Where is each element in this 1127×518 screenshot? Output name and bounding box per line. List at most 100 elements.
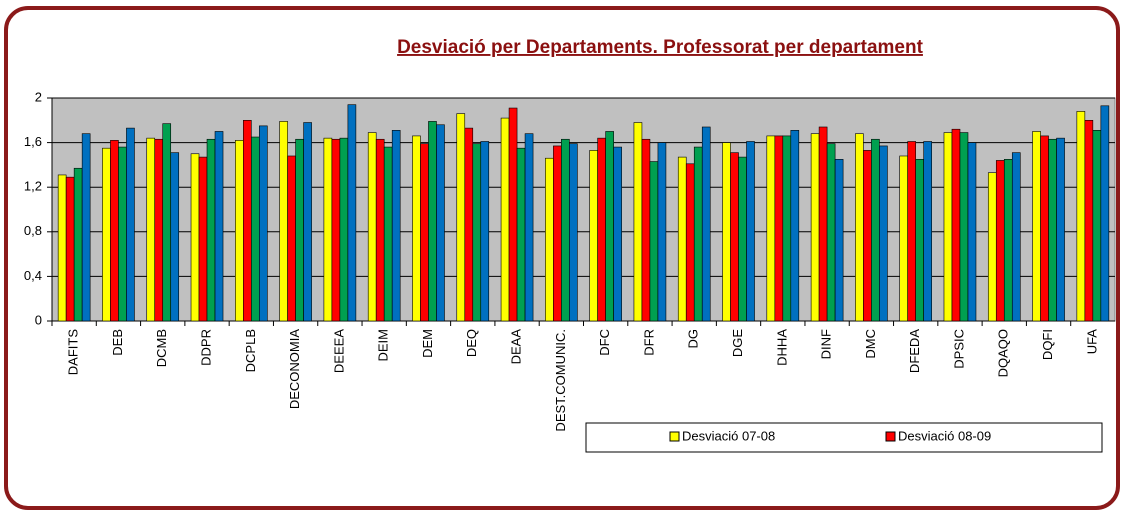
x-tick-label: DMC bbox=[863, 329, 878, 359]
bar bbox=[508, 107, 518, 322]
bar bbox=[766, 135, 776, 322]
bar bbox=[259, 125, 268, 322]
bar bbox=[649, 161, 659, 322]
bar bbox=[154, 138, 164, 322]
bar bbox=[367, 132, 377, 322]
bar bbox=[818, 126, 828, 322]
y-tick-label: 2 bbox=[35, 89, 42, 104]
x-tick-label: DQAQO bbox=[996, 329, 1011, 377]
bar bbox=[243, 120, 252, 322]
bar bbox=[907, 141, 916, 322]
bar bbox=[633, 122, 643, 322]
bar bbox=[323, 137, 333, 322]
bar bbox=[190, 153, 200, 322]
bar bbox=[235, 140, 244, 322]
bar bbox=[569, 143, 578, 322]
x-tick-label: DEM bbox=[420, 329, 435, 358]
bar bbox=[899, 155, 908, 322]
bar bbox=[516, 147, 526, 322]
x-tick-label: DHHA bbox=[774, 329, 789, 366]
bar bbox=[464, 127, 474, 322]
bar bbox=[995, 160, 1005, 322]
bar bbox=[613, 146, 622, 322]
bar bbox=[951, 128, 961, 322]
bar bbox=[303, 122, 312, 322]
bar bbox=[782, 135, 792, 322]
x-tick-label: DFC bbox=[597, 329, 612, 356]
x-tick-label: UFA bbox=[1084, 329, 1099, 355]
bar bbox=[1092, 130, 1102, 322]
bar bbox=[524, 133, 534, 322]
bar bbox=[170, 152, 180, 322]
bar bbox=[855, 133, 864, 322]
bar bbox=[500, 117, 510, 322]
bar bbox=[162, 123, 172, 322]
x-tick-label: DINF bbox=[819, 329, 834, 359]
plot-area bbox=[51, 97, 1116, 322]
x-tick-label: DDPR bbox=[198, 329, 213, 366]
bar bbox=[730, 152, 739, 322]
x-tick-label: DEST.COMUNIC. bbox=[553, 329, 568, 432]
bar bbox=[110, 140, 119, 322]
x-tick-label: DQFI bbox=[1040, 329, 1055, 360]
bar bbox=[701, 126, 711, 322]
bar bbox=[1100, 105, 1110, 322]
bar bbox=[959, 132, 969, 322]
bar bbox=[553, 145, 562, 322]
bar bbox=[879, 145, 888, 322]
bar bbox=[1003, 159, 1013, 322]
x-tick-label: DAFITS bbox=[66, 329, 81, 376]
bar bbox=[339, 137, 349, 322]
legend-swatch bbox=[885, 431, 896, 442]
bar bbox=[1040, 135, 1049, 322]
bar bbox=[746, 141, 755, 322]
bar bbox=[871, 138, 880, 322]
y-tick-label: 0,4 bbox=[24, 268, 42, 283]
x-tick-label: DEB bbox=[110, 329, 125, 356]
bar bbox=[287, 155, 296, 322]
x-tick-label: DFEDA bbox=[907, 329, 922, 373]
bar bbox=[102, 147, 111, 322]
bar bbox=[693, 146, 703, 322]
bar bbox=[73, 167, 83, 322]
bar bbox=[331, 138, 341, 322]
y-tick-label: 0 bbox=[35, 312, 42, 327]
bar bbox=[863, 150, 872, 322]
bar bbox=[198, 156, 208, 322]
bar bbox=[915, 159, 924, 322]
bar bbox=[834, 159, 844, 322]
x-tick-label: DGE bbox=[730, 329, 745, 358]
y-tick-label: 1,2 bbox=[24, 179, 42, 194]
legend-swatch bbox=[669, 431, 680, 442]
bar bbox=[774, 135, 784, 322]
bar bbox=[251, 136, 260, 322]
bar bbox=[347, 104, 357, 322]
x-tick-label: DCPLB bbox=[243, 329, 258, 372]
bar bbox=[1076, 111, 1086, 322]
bar bbox=[826, 143, 836, 322]
x-tick-label: DPSIC bbox=[951, 329, 966, 369]
bar bbox=[65, 176, 75, 322]
bar bbox=[428, 121, 437, 322]
bar bbox=[790, 130, 800, 322]
y-tick-label: 0,8 bbox=[24, 223, 42, 238]
bar bbox=[1011, 152, 1021, 322]
bar bbox=[412, 135, 421, 322]
bar bbox=[118, 146, 127, 322]
bar bbox=[987, 172, 997, 322]
bar bbox=[57, 174, 67, 322]
bar bbox=[722, 142, 731, 322]
bar bbox=[375, 138, 385, 322]
bar bbox=[677, 156, 687, 322]
x-tick-label: DG bbox=[686, 329, 701, 349]
bar bbox=[295, 138, 304, 322]
x-tick-label: DECONOMIA bbox=[287, 329, 302, 410]
bar bbox=[545, 157, 554, 322]
x-tick-label: DEQ bbox=[464, 329, 479, 357]
bar bbox=[589, 150, 598, 322]
bar bbox=[480, 141, 490, 322]
bar bbox=[943, 132, 953, 322]
bar bbox=[967, 142, 977, 322]
bar bbox=[126, 127, 135, 322]
